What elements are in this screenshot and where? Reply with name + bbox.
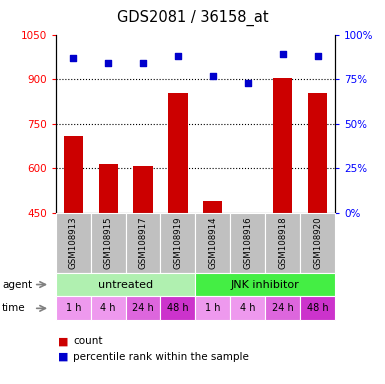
- Bar: [238, 213, 257, 214]
- Text: 4 h: 4 h: [240, 303, 256, 313]
- Text: agent: agent: [2, 280, 32, 290]
- Point: [175, 53, 181, 59]
- Text: GDS2081 / 36158_at: GDS2081 / 36158_at: [117, 10, 268, 26]
- Point: [70, 55, 76, 61]
- Text: ■: ■: [58, 336, 68, 346]
- Bar: [203, 201, 223, 213]
- Text: GSM108918: GSM108918: [278, 217, 287, 269]
- Text: 1 h: 1 h: [205, 303, 221, 313]
- Text: JNK inhibitor: JNK inhibitor: [231, 280, 300, 290]
- Bar: [308, 93, 327, 213]
- Text: percentile rank within the sample: percentile rank within the sample: [73, 352, 249, 362]
- Text: time: time: [2, 303, 25, 313]
- Point: [140, 60, 146, 66]
- Text: GSM108917: GSM108917: [139, 217, 147, 269]
- Point: [244, 80, 251, 86]
- Text: 1 h: 1 h: [65, 303, 81, 313]
- Bar: [134, 166, 152, 213]
- Point: [105, 60, 111, 66]
- Text: 24 h: 24 h: [132, 303, 154, 313]
- Text: 48 h: 48 h: [167, 303, 189, 313]
- Bar: [168, 93, 187, 213]
- Text: GSM108920: GSM108920: [313, 217, 322, 269]
- Point: [280, 51, 286, 57]
- Bar: [273, 78, 292, 213]
- Point: [210, 73, 216, 79]
- Text: ■: ■: [58, 352, 68, 362]
- Text: untreated: untreated: [98, 280, 153, 290]
- Text: 24 h: 24 h: [272, 303, 293, 313]
- Point: [315, 53, 321, 59]
- Text: GSM108916: GSM108916: [243, 217, 252, 269]
- Text: GSM108914: GSM108914: [208, 217, 218, 269]
- Bar: [99, 164, 118, 213]
- Text: GSM108915: GSM108915: [104, 217, 113, 269]
- Text: 4 h: 4 h: [100, 303, 116, 313]
- Text: GSM108913: GSM108913: [69, 217, 78, 269]
- Text: GSM108919: GSM108919: [173, 217, 182, 269]
- Bar: [64, 136, 83, 213]
- Text: 48 h: 48 h: [307, 303, 328, 313]
- Text: count: count: [73, 336, 103, 346]
